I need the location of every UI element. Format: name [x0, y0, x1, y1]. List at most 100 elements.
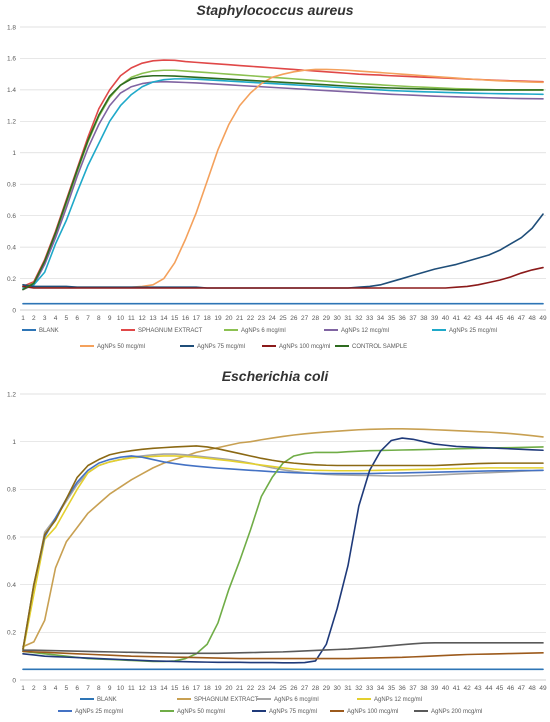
x-tick-label: 6	[75, 685, 79, 692]
x-tick-label: 28	[312, 685, 320, 692]
x-tick-label: 10	[117, 685, 125, 692]
x-tick-label: 22	[247, 685, 255, 692]
x-tick-label: 27	[301, 685, 309, 692]
x-tick-label: 31	[344, 685, 352, 692]
chart-1-title: Staphylococcus aureus	[196, 2, 354, 18]
x-tick-label: 49	[539, 315, 547, 322]
y-tick-label: 1.2	[7, 119, 16, 126]
y-tick-label: 1	[12, 439, 16, 446]
series-line-agnps-6-mcg-ml	[22, 69, 544, 289]
y-tick-label: 0.4	[7, 582, 16, 589]
y-tick-label: 1.4	[7, 87, 16, 94]
x-tick-label: 8	[97, 315, 101, 322]
x-tick-label: 1	[21, 685, 25, 692]
x-tick-label: 7	[86, 685, 90, 692]
x-tick-label: 12	[139, 315, 147, 322]
y-tick-label: 0.6	[7, 534, 16, 541]
x-tick-label: 18	[204, 685, 212, 692]
x-tick-label: 11	[128, 685, 135, 692]
x-tick-label: 40	[442, 685, 450, 692]
y-tick-label: 0.8	[7, 487, 16, 494]
x-tick-label: 48	[529, 315, 537, 322]
x-tick-label: 46	[507, 315, 515, 322]
legend-entry-label: AgNPs 6 mcg/ml	[274, 697, 319, 703]
x-tick-label: 33	[366, 685, 374, 692]
legend-entry-label: AgNPs 25 mcg/ml	[449, 328, 497, 334]
legend-entry-label: SPHAGNUM EXTRACT	[194, 697, 259, 703]
series-line-agnps-100-mcg-ml	[22, 650, 544, 660]
x-tick-label: 49	[539, 685, 547, 692]
x-tick-label: 21	[236, 315, 244, 322]
x-tick-label: 4	[54, 315, 58, 322]
legend-entry-label: BLANK	[97, 697, 117, 703]
x-tick-label: 41	[453, 315, 461, 322]
y-tick-label: 1.2	[7, 391, 16, 398]
x-tick-label: 17	[193, 685, 201, 692]
x-tick-label: 44	[485, 685, 493, 692]
legend-entry-label: AgNPs 75 mcg/ml	[197, 344, 245, 350]
x-tick-label: 35	[388, 685, 396, 692]
y-tick-label: 0.4	[7, 244, 16, 251]
x-tick-label: 32	[355, 685, 363, 692]
x-tick-label: 8	[97, 685, 101, 692]
x-tick-label: 48	[529, 685, 537, 692]
legend-entry-label: AgNPs 12 mcg/ml	[341, 328, 389, 334]
x-tick-label: 3	[43, 685, 47, 692]
x-tick-label: 2	[32, 685, 36, 692]
x-tick-label: 27	[301, 315, 309, 322]
series-line-agnps-25-mcg-ml	[22, 78, 544, 289]
x-tick-label: 15	[171, 315, 179, 322]
x-tick-label: 26	[290, 315, 298, 322]
x-tick-label: 10	[117, 315, 125, 322]
x-tick-label: 38	[420, 685, 428, 692]
x-tick-label: 23	[258, 685, 266, 692]
x-tick-label: 37	[409, 315, 417, 322]
x-tick-label: 26	[290, 685, 298, 692]
x-tick-label: 34	[377, 315, 385, 322]
legend-entry-label: SPHAGNUM EXTRACT	[138, 328, 203, 334]
y-tick-label: 1	[12, 150, 16, 157]
x-tick-label: 11	[128, 315, 135, 322]
x-tick-label: 44	[485, 315, 493, 322]
legend-entry-label: AgNPs 100 mcg/ml	[279, 344, 330, 350]
legend-entry-label: AgNPs 75 mcg/ml	[269, 709, 317, 715]
x-tick-label: 20	[225, 685, 233, 692]
x-tick-label: 19	[214, 685, 222, 692]
series-line-agnps-50-mcg-ml	[22, 446, 544, 663]
x-tick-label: 16	[182, 685, 190, 692]
x-tick-label: 29	[323, 685, 331, 692]
x-tick-label: 28	[312, 315, 320, 322]
x-tick-label: 33	[366, 315, 374, 322]
x-tick-label: 43	[474, 315, 482, 322]
x-tick-label: 46	[507, 685, 515, 692]
x-tick-label: 3	[43, 315, 47, 322]
x-tick-label: 22	[247, 315, 255, 322]
x-tick-label: 42	[464, 685, 472, 692]
x-tick-label: 39	[431, 315, 439, 322]
x-tick-label: 45	[496, 315, 504, 322]
x-tick-label: 30	[334, 315, 342, 322]
chart-2-svg: 00.20.40.60.811.21 2 3 4 5 6 7 8 9 10 11 12 13 14 15 16…	[7, 391, 547, 715]
x-tick-label: 36	[399, 315, 407, 322]
x-tick-label: 13	[149, 685, 157, 692]
x-tick-label: 1	[21, 315, 25, 322]
series-line-agnps-12-mcg-ml	[22, 80, 544, 291]
x-tick-label: 36	[399, 685, 407, 692]
x-tick-label: 38	[420, 315, 428, 322]
x-tick-label: 20	[225, 315, 233, 322]
x-tick-label: 31	[344, 315, 352, 322]
y-tick-label: 1.8	[7, 24, 16, 31]
series-line-agnps-100-mcg-ml	[22, 266, 544, 289]
legend-entry-label: AgNPs 100 mcg/ml	[347, 709, 398, 715]
legend-entry-label: AgNPs 6 mcg/ml	[241, 328, 286, 334]
x-tick-label: 4	[54, 685, 58, 692]
x-tick-label: 41	[453, 685, 461, 692]
x-tick-label: 47	[518, 685, 526, 692]
series-line-agnps-75-mcg-ml	[22, 213, 544, 289]
x-tick-label: 42	[464, 315, 472, 322]
x-tick-label: 14	[160, 685, 168, 692]
series-line-agnps-25-mcg-ml	[22, 455, 544, 650]
series-line-agnps-75-mcg-ml	[22, 437, 544, 664]
x-tick-label: 15	[171, 685, 179, 692]
chart-2-title: Escherichia coli	[221, 368, 329, 384]
